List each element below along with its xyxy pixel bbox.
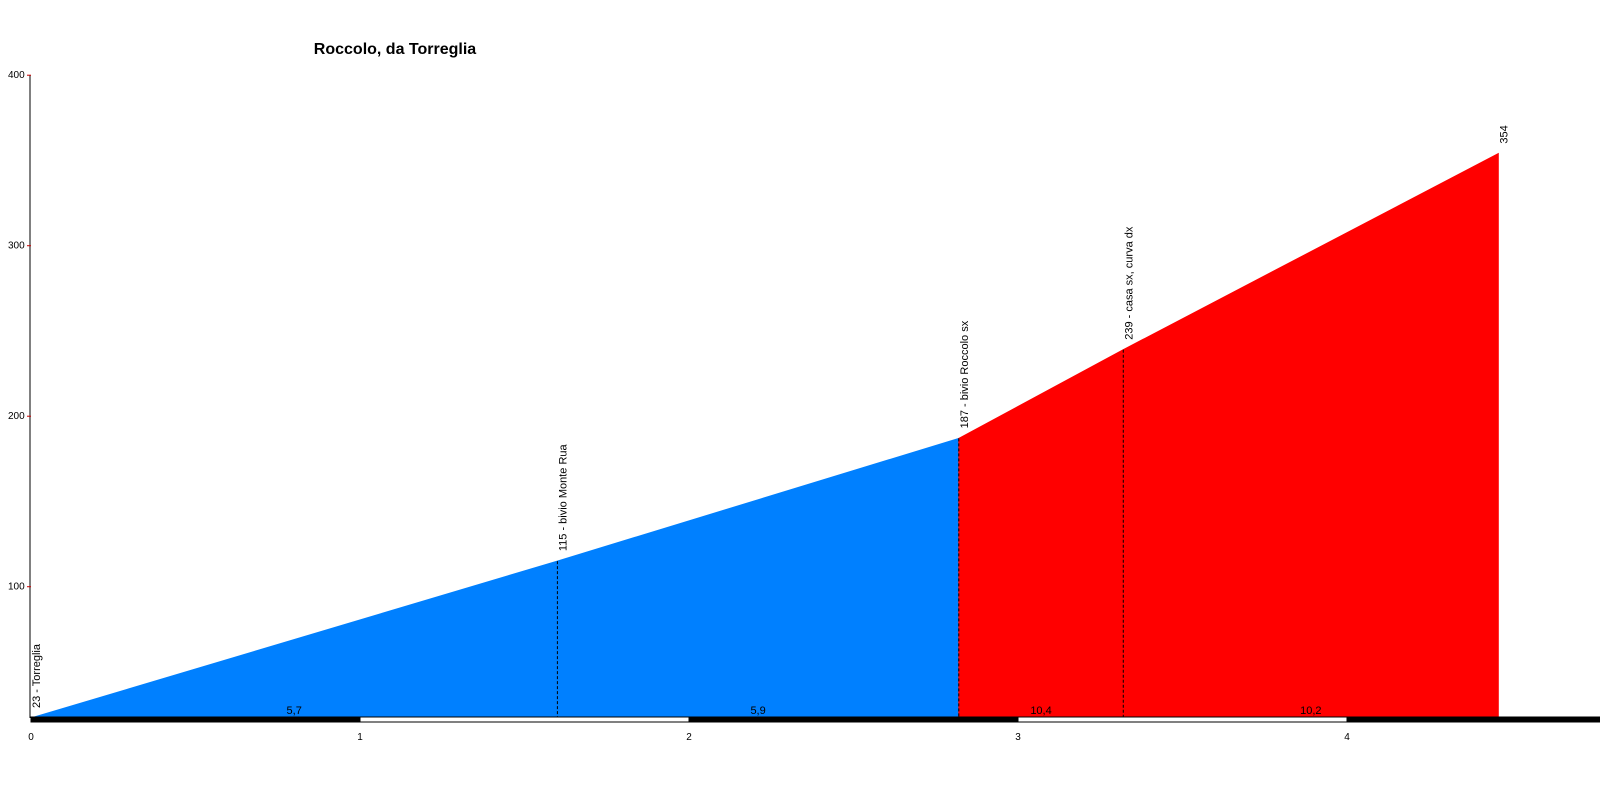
axis-bar-segment [359, 716, 690, 723]
chart-title: Roccolo, da Torreglia [314, 41, 477, 58]
axis-bar-segment [1017, 716, 1348, 723]
waypoint-label-4: 239 - casa sx, curva dx [1123, 226, 1135, 340]
waypoint-label-5: 354 [1498, 125, 1510, 143]
y-tick-label: 100 [8, 582, 25, 593]
gradient-label: 10,4 [1030, 705, 1051, 717]
waypoint-label-3: 187 - bivio Roccolo sx [959, 320, 971, 428]
waypoint-lines [556, 349, 1124, 718]
profile-segment-2 [958, 152, 1499, 719]
y-tick-label: 300 [8, 241, 25, 252]
waypoint-label-2: 115 - bivio Monte Rua [557, 443, 569, 551]
gradient-label: 10,2 [1300, 705, 1321, 717]
gradient-label: 5,7 [287, 705, 302, 717]
gradient-labels: 5,7 5,9 10,4 10,2 [287, 705, 1322, 717]
y-tick-label: 400 [8, 70, 25, 81]
waypoint-labels: 23 - Torreglia 115 - bivio Monte Rua 187 -… [31, 125, 1510, 708]
x-axis-ticks: 0 1 2 3 4 [28, 732, 1350, 743]
axis-bar-segment [688, 716, 1019, 723]
profile-areas [30, 152, 1499, 719]
waypoint-label-1: 23 - Torreglia [31, 643, 43, 708]
profile-segment-1 [30, 437, 960, 719]
y-axis-ticks: 100 200 300 400 [8, 70, 31, 593]
x-tick-label: 1 [357, 732, 363, 743]
axis-bar-segment [30, 716, 361, 723]
x-tick-label: 3 [1015, 732, 1021, 743]
x-tick-label: 2 [686, 732, 692, 743]
x-tick-label: 4 [1344, 732, 1350, 743]
x-tick-label: 0 [28, 732, 34, 743]
axis-bar-segment [1346, 716, 1600, 723]
x-axis-bar [30, 716, 1600, 723]
y-tick-label: 200 [8, 411, 25, 422]
gradient-label: 5,9 [750, 705, 765, 717]
